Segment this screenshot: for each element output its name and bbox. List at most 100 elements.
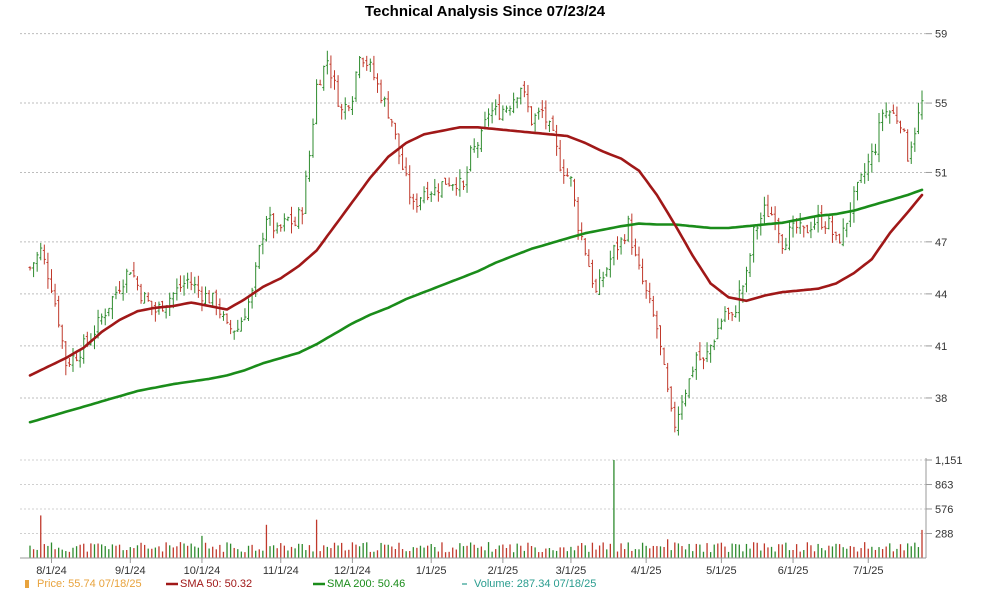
price-bar xyxy=(841,218,845,247)
price-bar xyxy=(705,342,709,363)
price-bar xyxy=(461,180,465,190)
legend-label: SMA 200: 50.46 xyxy=(327,578,405,590)
price-bar xyxy=(709,344,713,363)
price-bar xyxy=(798,212,802,234)
price-bar xyxy=(881,109,885,132)
price-bar xyxy=(694,352,698,380)
price-bar xyxy=(487,108,491,127)
price-bar xyxy=(422,186,426,204)
price-bar xyxy=(576,197,580,240)
price-bar xyxy=(272,213,276,239)
price-bar xyxy=(719,318,723,330)
price-bar xyxy=(777,217,781,244)
price-bar xyxy=(340,104,344,120)
price-bar xyxy=(859,173,863,184)
price-bar xyxy=(415,193,419,213)
price-bar xyxy=(408,165,412,205)
price-bar xyxy=(651,295,655,317)
price-bar xyxy=(307,150,311,182)
price-bar xyxy=(594,278,598,293)
price-bar xyxy=(762,196,766,224)
price-bar xyxy=(32,262,36,278)
date-tick-label: 2/1/25 xyxy=(488,565,519,577)
price-bar xyxy=(146,292,150,302)
price-bar xyxy=(906,129,910,162)
price-bar xyxy=(178,275,182,292)
price-bar xyxy=(358,56,362,79)
price-bar xyxy=(605,267,609,277)
price-bar xyxy=(734,305,738,318)
price-bar xyxy=(748,253,752,278)
price-bar xyxy=(286,216,290,222)
price-bar xyxy=(623,234,627,245)
price-bar xyxy=(680,394,684,420)
price-bar xyxy=(114,286,118,300)
price-bar xyxy=(752,225,756,263)
price-bar xyxy=(332,70,336,90)
price-bar xyxy=(712,339,716,351)
volume-bars-series xyxy=(29,460,923,558)
date-tick-label: 4/1/25 xyxy=(631,565,662,577)
price-bar xyxy=(275,222,279,234)
price-bar xyxy=(608,250,612,278)
price-bar xyxy=(193,276,197,294)
price-bar xyxy=(537,107,541,120)
price-bar xyxy=(268,206,272,226)
price-bar xyxy=(530,106,534,126)
price-bar xyxy=(232,330,236,340)
price-bar xyxy=(877,112,881,163)
price-bar xyxy=(189,272,193,291)
chart-legend: Price: 55.74 07/18/25 SMA 50: 50.32 SMA 20… xyxy=(25,578,596,590)
price-bar xyxy=(587,249,591,268)
sma-50-line xyxy=(28,126,924,377)
price-bar xyxy=(211,292,215,307)
price-bar xyxy=(540,100,544,119)
price-bar xyxy=(433,178,437,196)
price-bar xyxy=(770,206,774,216)
price-tick-label: 38 xyxy=(935,393,947,405)
price-bar xyxy=(368,58,372,73)
price-bar xyxy=(143,291,147,304)
price-bar xyxy=(612,244,616,266)
price-bar xyxy=(247,298,251,321)
price-bar xyxy=(633,238,637,257)
price-bar xyxy=(354,71,358,102)
price-bar xyxy=(46,252,50,289)
price-bar xyxy=(687,378,691,399)
date-tick-label: 9/1/24 xyxy=(115,565,146,577)
price-bar xyxy=(139,283,143,304)
volume-tick-label: 863 xyxy=(935,480,953,492)
price-bar xyxy=(347,104,351,112)
price-bar xyxy=(175,278,179,301)
price-bar xyxy=(225,313,229,325)
price-bar xyxy=(236,319,240,332)
price-bar xyxy=(920,90,924,120)
price-bar xyxy=(325,50,329,75)
price-bar xyxy=(773,206,777,231)
date-tick-label: 12/1/24 xyxy=(334,565,371,577)
price-bar xyxy=(444,177,448,185)
price-bar xyxy=(261,232,265,255)
price-bar xyxy=(71,347,75,372)
price-bar xyxy=(329,55,333,89)
price-bar xyxy=(100,313,104,325)
price-bar xyxy=(300,207,304,225)
price-legend-marker xyxy=(25,580,29,588)
date-tick-label: 3/1/25 xyxy=(556,565,587,577)
price-bar xyxy=(386,91,390,119)
price-bar xyxy=(522,81,526,98)
price-bar xyxy=(343,97,347,120)
price-bar xyxy=(601,271,605,288)
volume-tick-label: 1,151 xyxy=(935,455,963,467)
price-tick-label: 55 xyxy=(935,98,947,110)
volume-tick-label: 288 xyxy=(935,528,953,540)
price-bar xyxy=(67,358,71,367)
price-bar xyxy=(372,55,376,81)
volume-gridlines xyxy=(20,459,926,534)
price-bar xyxy=(476,142,480,158)
date-tick-label: 6/1/25 xyxy=(778,565,809,577)
price-bar xyxy=(827,214,831,230)
price-bar xyxy=(508,105,512,116)
price-bar xyxy=(426,181,430,201)
price-bar xyxy=(580,222,584,241)
